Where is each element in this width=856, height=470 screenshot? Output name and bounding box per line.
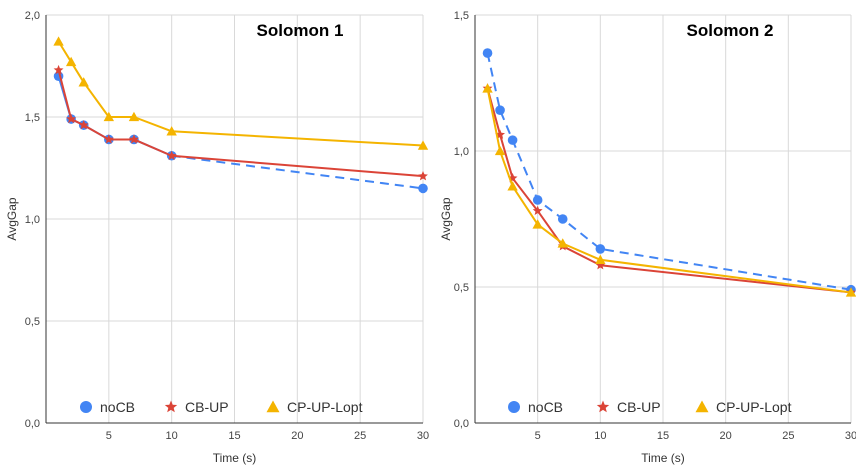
data-point — [166, 150, 177, 160]
series-line-dashed — [486, 52, 852, 291]
x-tick-label: 25 — [354, 430, 366, 442]
data-point — [532, 195, 543, 205]
chart-2: 5 10 15 20 25 30 0,0 0,5 1,0 1,5 Time (s) AvgGap Sol… — [439, 10, 856, 465]
data-point — [494, 145, 506, 156]
x-tick-label: 30 — [417, 430, 429, 442]
data-point — [66, 113, 77, 124]
data-point — [495, 129, 505, 139]
data-point — [103, 134, 114, 144]
series-line-solid — [57, 40, 424, 147]
y-tick-label: 1,0 — [25, 214, 40, 226]
y-tick-label: 0,5 — [454, 282, 469, 294]
y-axis-label: AvgGap — [439, 197, 453, 240]
data-point — [495, 105, 505, 115]
legend-label: noCB — [100, 399, 135, 415]
x-axis-label: Time (s) — [213, 451, 257, 465]
legend-marker — [164, 400, 178, 413]
x-axis-label: Time (s) — [641, 451, 685, 465]
data-point — [507, 181, 518, 191]
series-line-solid — [57, 75, 173, 157]
series-CB-UP — [482, 83, 856, 297]
y-tick-label: 1,5 — [454, 10, 469, 22]
y-tick-label: 0,0 — [454, 418, 469, 430]
gridlines — [46, 14, 424, 423]
legend-label: CP-UP-Lopt — [287, 399, 363, 415]
data-point — [532, 205, 543, 215]
chart-title: Solomon 2 — [687, 21, 774, 40]
data-point — [482, 48, 493, 58]
x-tick-label: 20 — [291, 430, 303, 442]
x-tick-label: 15 — [657, 430, 669, 442]
legend: noCB CB-UP CP-UP-Lopt — [508, 399, 792, 415]
legend-marker — [266, 400, 280, 413]
data-point — [129, 134, 139, 144]
data-point — [78, 120, 89, 130]
x-tick-label: 10 — [594, 430, 606, 442]
data-point — [65, 56, 77, 67]
y-tick-label: 1,0 — [454, 146, 469, 158]
data-point — [103, 111, 115, 122]
gridlines — [475, 14, 852, 423]
x-tick-label: 5 — [535, 430, 541, 442]
y-axis-label: AvgGap — [5, 197, 19, 240]
data-point — [482, 83, 493, 93]
data-point — [595, 260, 606, 270]
x-tick-label: 25 — [782, 430, 794, 442]
data-point — [845, 287, 856, 297]
legend-marker — [80, 401, 92, 413]
x-tick-label: 10 — [166, 430, 178, 442]
legend-label: CP-UP-Lopt — [716, 399, 792, 415]
series-CP-UP-Lopt — [482, 83, 856, 297]
series-line-solid — [486, 88, 852, 294]
legend-label: CB-UP — [617, 399, 661, 415]
y-tick-label: 1,5 — [25, 112, 40, 124]
series-CP-UP-Lopt — [53, 36, 429, 150]
series-line-dashed — [171, 154, 424, 190]
data-point — [53, 64, 64, 75]
legend-marker — [596, 400, 610, 413]
x-tick-label: 5 — [106, 430, 112, 442]
data-point — [417, 140, 429, 150]
y-tick-label: 2,0 — [25, 10, 40, 22]
data-point — [532, 219, 543, 229]
x-tick-label: 20 — [720, 430, 732, 442]
data-point — [595, 254, 606, 264]
legend-marker — [508, 401, 520, 413]
data-point — [557, 238, 568, 248]
series-noCB — [53, 71, 428, 194]
x-tick-label: 15 — [228, 430, 240, 442]
data-point — [595, 244, 606, 254]
y-tick-label: 0,5 — [25, 316, 40, 328]
series-CB-UP — [53, 64, 428, 181]
data-point — [418, 171, 428, 181]
series-noCB — [482, 48, 856, 295]
series-line-solid — [486, 88, 852, 294]
series-line-solid — [57, 69, 424, 178]
data-point — [128, 111, 140, 122]
data-point — [166, 126, 177, 136]
data-point — [418, 183, 428, 194]
data-point — [507, 135, 518, 145]
legend-label: CB-UP — [185, 399, 229, 415]
legend-label: noCB — [528, 399, 563, 415]
y-tick-label: 0,0 — [25, 418, 40, 430]
data-point — [53, 36, 64, 46]
chart-title: Solomon 1 — [257, 21, 344, 40]
data-point — [557, 214, 568, 224]
legend: noCB CB-UP CP-UP-Lopt — [80, 399, 363, 415]
legend-marker — [695, 400, 709, 413]
x-tick-label: 30 — [845, 430, 856, 442]
data-point — [78, 77, 89, 87]
chart-1: 5 10 15 20 25 30 0,0 0,5 1,0 1,5 2,0 Time (s) AvgGap… — [5, 10, 429, 465]
